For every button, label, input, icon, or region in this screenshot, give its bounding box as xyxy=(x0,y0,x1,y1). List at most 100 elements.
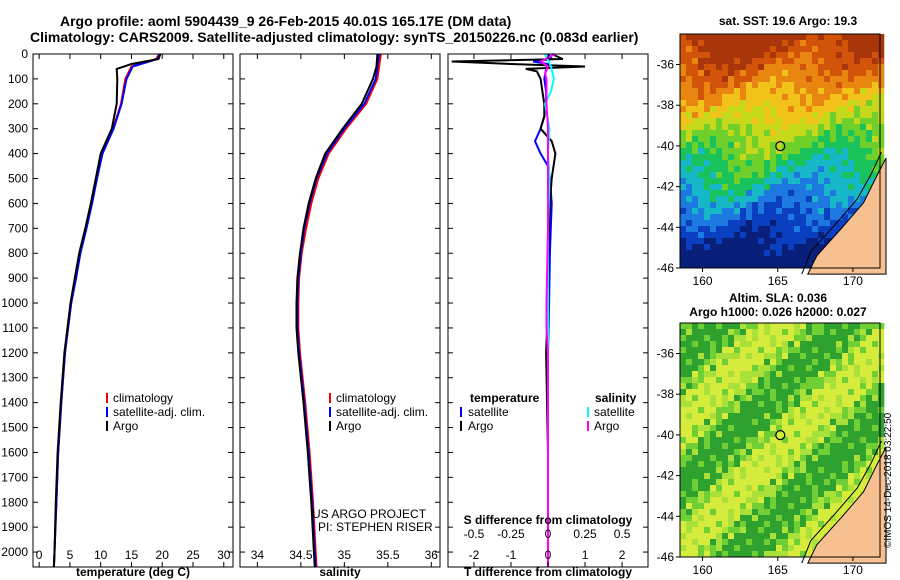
sla_map-cell xyxy=(728,467,735,474)
sla_map-cell xyxy=(722,509,729,516)
sla_map-cell xyxy=(872,389,879,396)
sst_map-cell xyxy=(842,52,849,59)
sla_map-cell xyxy=(746,461,753,468)
sla_map-cell xyxy=(686,419,693,426)
sst_map-cell xyxy=(710,52,717,59)
sla_map-cell xyxy=(758,437,765,444)
sla_map-cell xyxy=(836,389,843,396)
sst_map-cell xyxy=(740,136,747,143)
sst_map-cell xyxy=(830,82,837,89)
sst_map-cell xyxy=(806,136,813,143)
sst_map-cell xyxy=(722,262,729,269)
sla_map-cell xyxy=(812,365,819,372)
sla_map-cell xyxy=(746,377,753,384)
sla_map-cell xyxy=(860,341,867,348)
sla_map-cell xyxy=(776,359,783,366)
sst_map-cell xyxy=(710,136,717,143)
sst_map-cell xyxy=(782,148,789,155)
sla_map-cell xyxy=(752,491,759,498)
sla_map-cell xyxy=(692,341,699,348)
sst_map-cell xyxy=(740,190,747,197)
sla_map-cell xyxy=(800,527,807,534)
sla_map-cell xyxy=(704,419,711,426)
sla_map-cell xyxy=(680,335,687,342)
sst_map-cell xyxy=(866,46,873,53)
sla_map-cell xyxy=(758,335,765,342)
sla_map-cell xyxy=(680,371,687,378)
sla_map-cell xyxy=(746,419,753,426)
sst_map-cell xyxy=(818,160,825,167)
sla_map-argo-marker xyxy=(775,430,786,441)
sst_map-cell xyxy=(830,136,837,143)
sst_map-cell xyxy=(746,154,753,161)
sst_map-cell xyxy=(752,208,759,215)
sla_map-cell xyxy=(812,377,819,384)
sla_map-cell xyxy=(842,383,849,390)
sla_map-cell xyxy=(824,449,831,456)
sst_map-cell xyxy=(680,232,687,239)
sla_map-cell xyxy=(734,551,741,558)
sla_map-cell xyxy=(836,497,843,504)
sla_map-cell xyxy=(824,389,831,396)
sla_map-cell xyxy=(704,389,711,396)
sla_map-cell xyxy=(800,431,807,438)
sla_map-cell xyxy=(860,431,867,438)
sst_map-cell xyxy=(788,154,795,161)
sla_map-cell xyxy=(758,341,765,348)
sst_map-cell xyxy=(722,148,729,155)
sla_map-cell xyxy=(836,461,843,468)
sst_map-cell xyxy=(686,220,693,227)
sla_map-cell xyxy=(752,533,759,540)
sst_map-cell xyxy=(818,46,825,53)
sst_map-cell xyxy=(716,82,723,89)
sla_map-cell xyxy=(704,407,711,414)
sst_map-cell xyxy=(746,256,753,263)
sst_map-cell xyxy=(788,148,795,155)
sla_map-cell xyxy=(794,467,801,474)
sst_map-cell xyxy=(752,112,759,119)
sla_map-cell xyxy=(806,527,813,534)
sst_map-cell xyxy=(788,34,795,41)
sst_map-cell xyxy=(788,160,795,167)
sla_map-cell xyxy=(872,461,879,468)
sla_map-cell xyxy=(680,539,687,546)
sst_map-cell xyxy=(830,208,837,215)
sst_map-cell xyxy=(752,232,759,239)
sst_map-cell xyxy=(686,118,693,125)
sst_map-cell xyxy=(848,100,855,107)
sst_map-cell xyxy=(692,118,699,125)
sla_map-cell xyxy=(698,371,705,378)
sst_map-cell xyxy=(818,136,825,143)
sst_map-cell xyxy=(800,52,807,59)
sst_map-cell xyxy=(698,34,705,41)
sst_map-cell xyxy=(734,46,741,53)
sla-map-title-line1: Altim. SLA: 0.036 xyxy=(729,291,827,305)
sla_map-cell xyxy=(794,551,801,558)
sst_map-cell xyxy=(770,190,777,197)
sst_map-cell xyxy=(716,94,723,101)
sla_map-cell xyxy=(782,365,789,372)
sst_map-cell xyxy=(734,136,741,143)
sst_map-cell xyxy=(710,76,717,83)
sla_map-cell xyxy=(734,533,741,540)
sla_map-cell xyxy=(698,533,705,540)
sst_map-cell xyxy=(728,196,735,203)
sla_map-cell xyxy=(752,467,759,474)
sla_map-cell xyxy=(764,425,771,432)
sla_map-cell xyxy=(866,329,873,336)
sla_map-cell xyxy=(740,437,747,444)
sst_map-cell xyxy=(842,136,849,143)
sla_map-cell xyxy=(698,353,705,360)
sla_map-cell xyxy=(800,353,807,360)
sla_map-cell xyxy=(770,389,777,396)
sla_map-cell xyxy=(854,413,861,420)
sst_map-cell xyxy=(704,178,711,185)
sst_map-cell xyxy=(752,94,759,101)
sla_map-cell xyxy=(764,431,771,438)
sst_map-cell xyxy=(824,166,831,173)
sst_map-cell xyxy=(722,160,729,167)
sla_map-cell xyxy=(848,425,855,432)
sst_map-cell xyxy=(764,172,771,179)
sst_map-cell xyxy=(860,142,867,149)
sst_map-cell xyxy=(698,190,705,197)
